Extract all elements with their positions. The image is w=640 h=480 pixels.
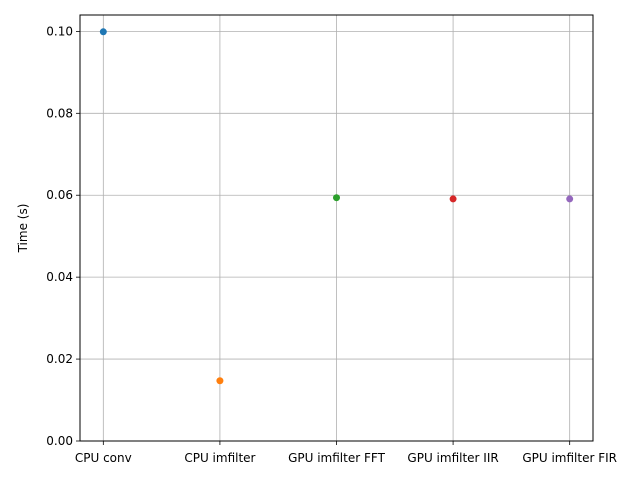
y-tick-label: 0.10 bbox=[46, 24, 73, 38]
data-point bbox=[99, 28, 107, 36]
y-axis: 0.00 0.02 0.04 0.06 0.08 0.10 bbox=[46, 24, 80, 448]
data-point bbox=[566, 195, 574, 203]
x-tick-label: GPU imfilter FFT bbox=[288, 451, 385, 465]
x-tick-label: CPU conv bbox=[75, 451, 132, 465]
y-axis-label: Time (s) bbox=[16, 204, 30, 254]
data-point bbox=[449, 195, 457, 203]
data-point bbox=[216, 377, 224, 385]
x-tick-label: GPU imfilter FIR bbox=[522, 451, 617, 465]
y-tick-label: 0.06 bbox=[46, 188, 73, 202]
data-point bbox=[333, 194, 340, 202]
x-axis: CPU conv CPU imfilter GPU imfilter FFT GPU … bbox=[75, 441, 617, 465]
y-tick-label: 0.02 bbox=[46, 352, 73, 366]
y-tick-label: 0.04 bbox=[46, 270, 73, 284]
x-tick-label: GPU imfilter IIR bbox=[407, 451, 498, 465]
y-tick-label: 0.00 bbox=[46, 434, 73, 448]
points-layer bbox=[99, 28, 574, 385]
grid-layer bbox=[80, 15, 593, 442]
x-tick-label: CPU imfilter bbox=[184, 451, 255, 465]
y-tick-label: 0.08 bbox=[46, 106, 73, 120]
